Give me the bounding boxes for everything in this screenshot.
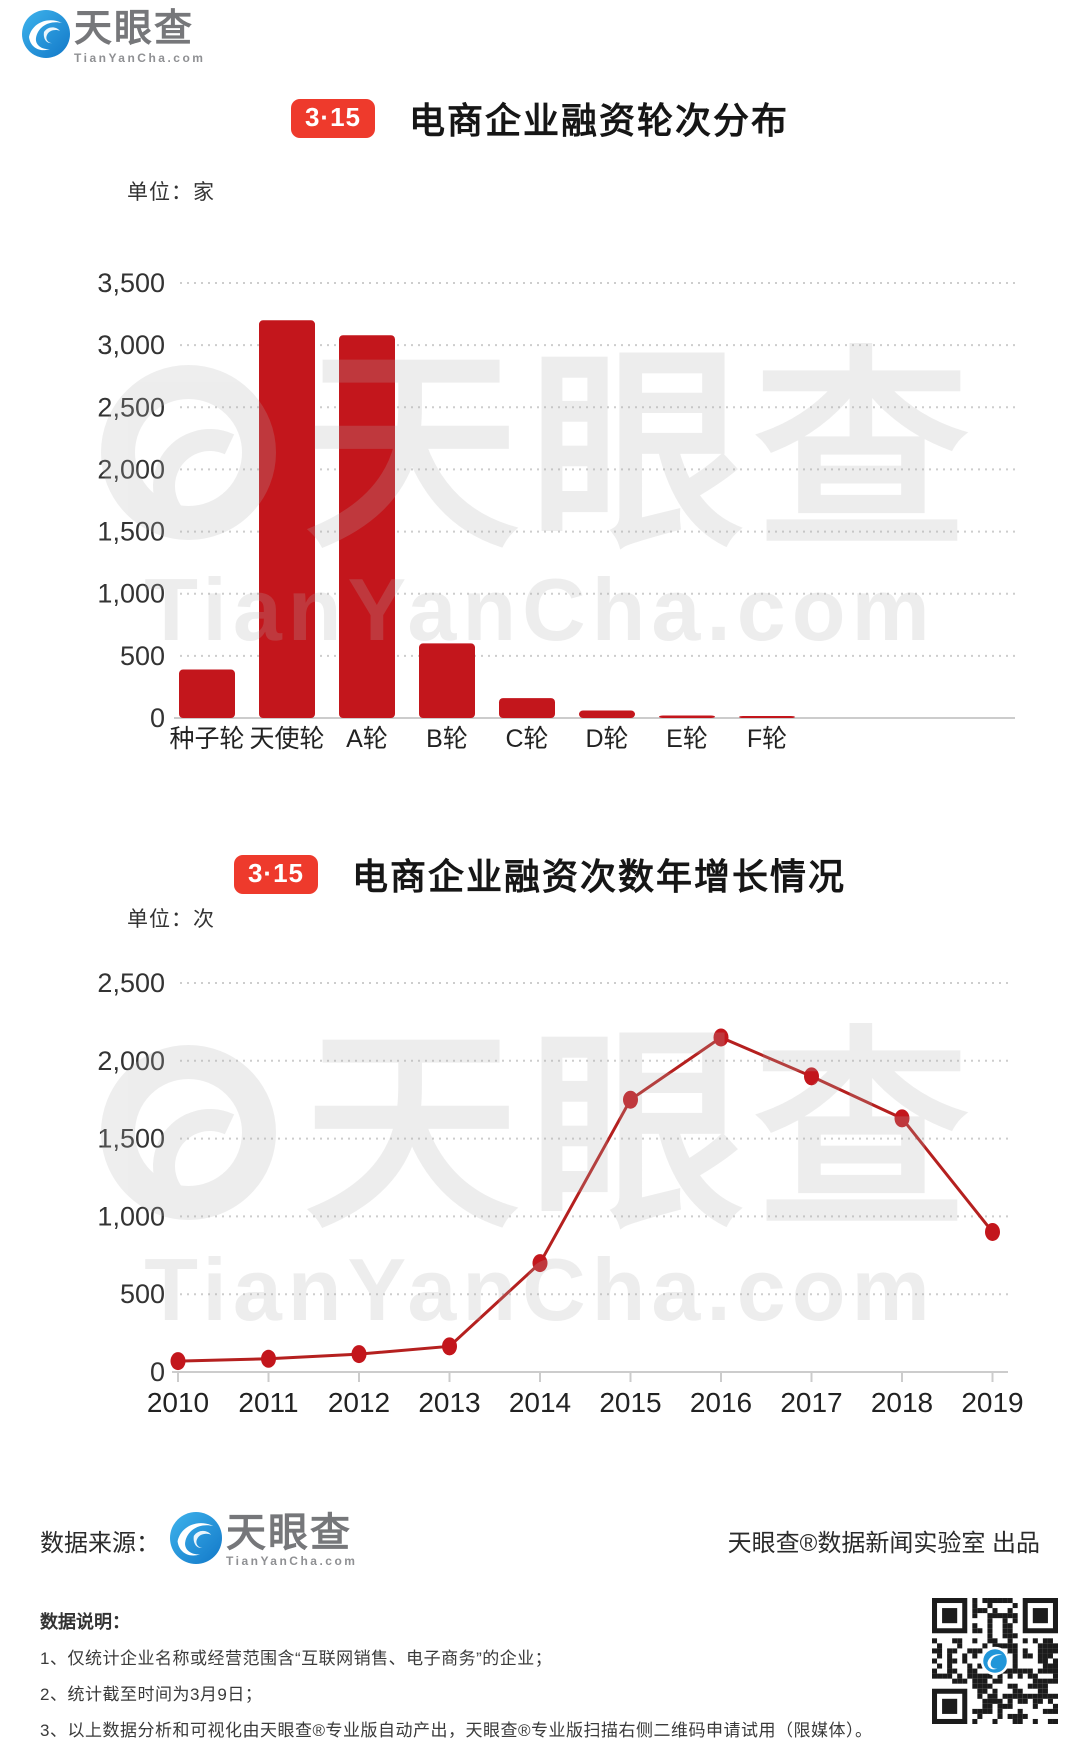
badge-315: 3·15: [290, 98, 376, 138]
svg-text:2,000: 2,000: [97, 454, 165, 484]
tianyancha-swirl-icon: [170, 1512, 222, 1564]
note-item-3: 3、以上数据分析和可视化由天眼查®专业版自动产出，天眼查®专业版扫描右侧二维码申…: [40, 1721, 873, 1740]
svg-text:E轮: E轮: [666, 725, 708, 753]
chart2-unit-label: 单位：次: [127, 908, 215, 931]
footer-brand-logo: 天眼查 TianYanCha.com: [170, 1512, 357, 1568]
svg-text:2018: 2018: [871, 1387, 933, 1418]
svg-text:2,500: 2,500: [97, 392, 165, 422]
svg-text:D轮: D轮: [585, 725, 628, 753]
svg-text:A轮: A轮: [346, 725, 388, 753]
bar-chart-financing-rounds: 0 500 1,000 1,500 2,000 2,500 3,000 3,500 种子轮 天使轮…: [97, 268, 1015, 753]
note-item-1: 1、仅统计企业名称或经营范围含“互联网销售、电子商务”的企业；: [40, 1649, 553, 1668]
svg-text:1,500: 1,500: [97, 1124, 165, 1154]
svg-text:C轮: C轮: [505, 725, 548, 753]
header-brand-logo: 天眼查 TianYanCha.com: [22, 8, 206, 65]
footer-brand-name: 天眼查: [226, 1511, 352, 1555]
brand-name: 天眼查: [74, 8, 195, 50]
svg-text:3,500: 3,500: [97, 268, 165, 298]
svg-text:2019: 2019: [961, 1387, 1023, 1418]
svg-text:2013: 2013: [418, 1387, 480, 1418]
chart1-title-row: 3·15 电商企业融资轮次分布: [0, 92, 1080, 144]
tianyancha-swirl-icon: [22, 10, 70, 58]
svg-text:2016: 2016: [690, 1387, 752, 1418]
notes-title: 数据说明：: [40, 1612, 130, 1632]
brand-domain: TianYanCha.com: [74, 50, 206, 65]
svg-text:天使轮: 天使轮: [249, 725, 324, 753]
credit-text: 天眼查®数据新闻实验室 出品: [727, 1529, 1040, 1557]
svg-text:500: 500: [120, 641, 165, 671]
svg-text:2,000: 2,000: [97, 1046, 165, 1076]
svg-text:2017: 2017: [780, 1387, 842, 1418]
svg-text:0: 0: [150, 703, 165, 733]
chart1-unit-label: 单位：家: [127, 181, 215, 204]
svg-text:3,000: 3,000: [97, 330, 165, 360]
svg-text:1,500: 1,500: [97, 517, 165, 547]
svg-text:种子轮: 种子轮: [169, 725, 244, 753]
chart2-title-row: 3·15 电商企业融资次数年增长情况: [0, 848, 1080, 900]
line-chart-financing-growth: 0 500 1,000 1,500 2,000 2,500 2010 2011 2012 2013…: [97, 968, 1023, 1418]
chart1-title: 电商企业融资轮次分布: [409, 100, 790, 141]
footer-brand-domain: TianYanCha.com: [226, 1554, 358, 1568]
qr-code-image: [932, 1598, 1058, 1724]
svg-text:1,000: 1,000: [97, 579, 165, 609]
data-notes-block: 数据说明： 1、仅统计企业名称或经营范围含“互联网销售、电子商务”的企业； 2、…: [40, 1608, 900, 1747]
svg-text:500: 500: [120, 1279, 165, 1309]
svg-text:B轮: B轮: [426, 725, 468, 753]
svg-text:2014: 2014: [509, 1387, 571, 1418]
svg-text:2011: 2011: [238, 1387, 298, 1418]
svg-text:2010: 2010: [147, 1387, 209, 1418]
chart2-title: 电商企业融资次数年增长情况: [352, 856, 847, 897]
note-item-2: 2、统计截至时间为3月9日；: [40, 1685, 263, 1704]
data-source-label: 数据来源：: [40, 1529, 160, 1557]
svg-text:2012: 2012: [328, 1387, 390, 1418]
svg-text:F轮: F轮: [747, 725, 787, 753]
qr-code: [932, 1598, 1058, 1724]
svg-text:0: 0: [150, 1357, 165, 1387]
svg-text:2015: 2015: [599, 1387, 661, 1418]
svg-text:2,500: 2,500: [97, 968, 165, 998]
footer-source-row: 数据来源： 天眼查 TianYanCha.com 天眼查®数据新闻实验室 出品: [40, 1512, 1040, 1568]
badge-315: 3·15: [233, 854, 319, 894]
svg-text:1,000: 1,000: [97, 1201, 165, 1231]
